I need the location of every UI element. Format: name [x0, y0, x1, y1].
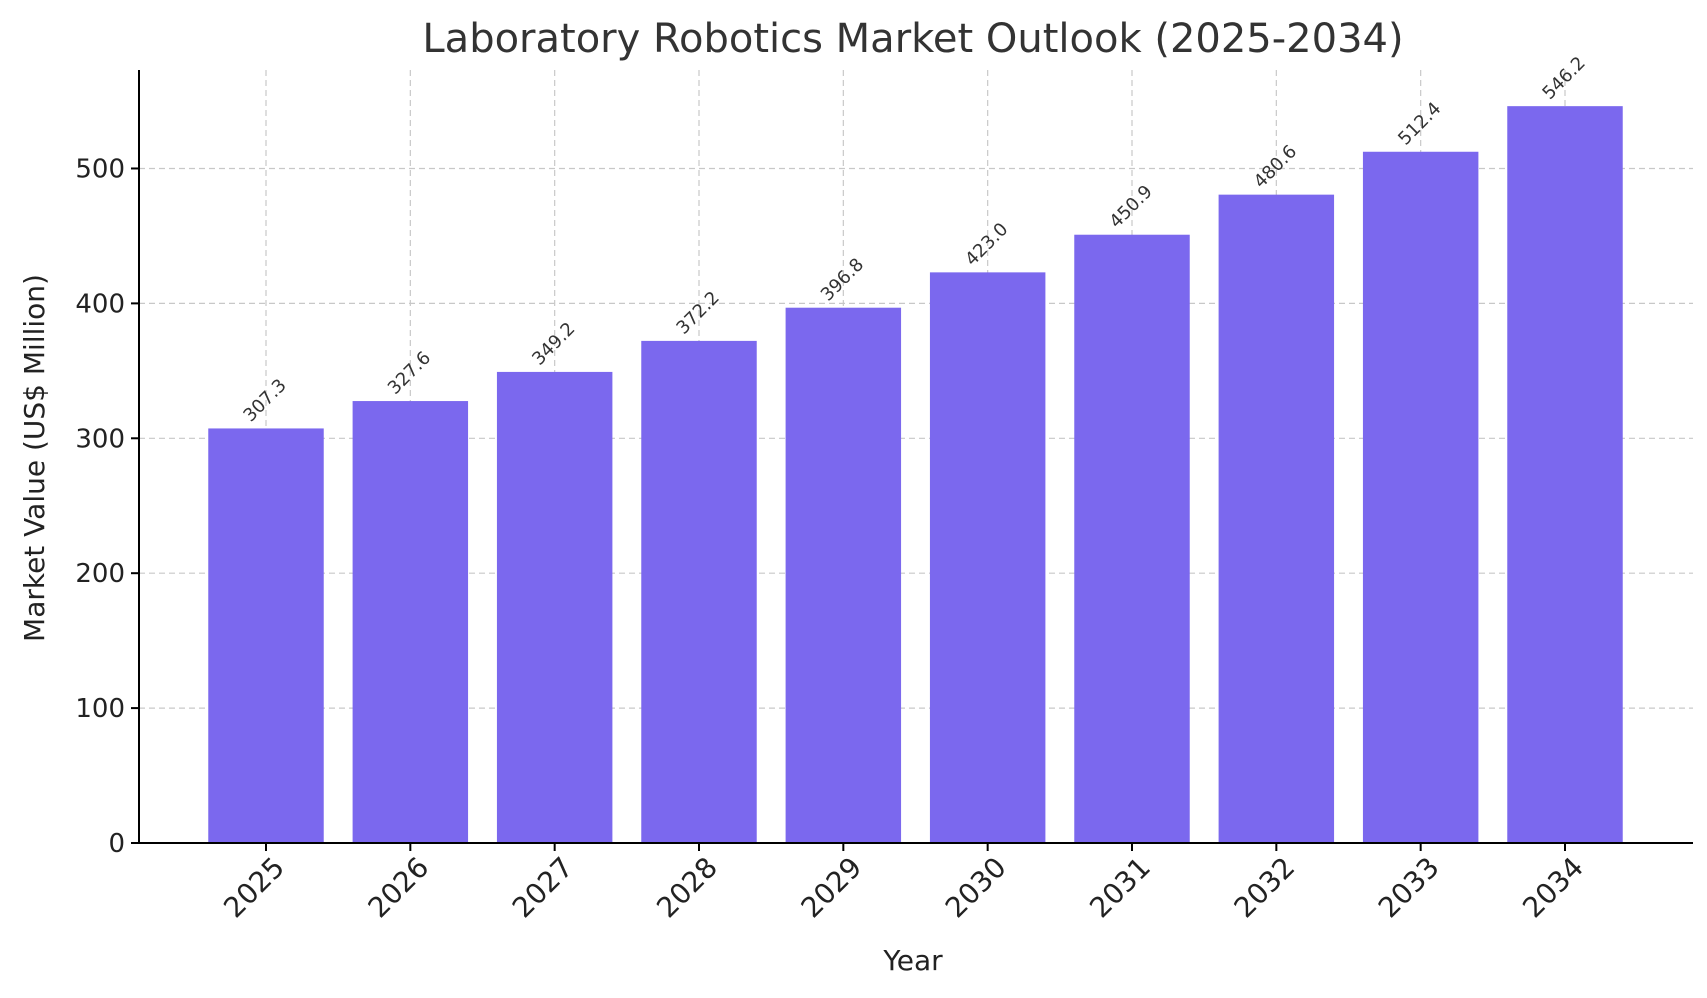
data-label-2031: 450.9 [1105, 181, 1156, 232]
bar-2029 [785, 307, 902, 843]
x-tick-label: 2027 [506, 851, 580, 925]
data-label-2028: 372.2 [672, 287, 723, 338]
y-tick-label: 0 [108, 829, 125, 859]
y-tick-label: 400 [75, 289, 125, 319]
data-label-2033: 512.4 [1394, 98, 1445, 149]
x-tick-label: 2030 [939, 851, 1013, 925]
x-tick-label: 2033 [1372, 851, 1446, 925]
bar-2032 [1218, 194, 1335, 843]
data-label-2027: 349.2 [528, 318, 579, 369]
data-label-2025: 307.3 [239, 375, 290, 426]
y-axis: 0 100 200 300 400 500 [75, 70, 140, 859]
bar-2027 [496, 371, 613, 843]
bar-2030 [929, 272, 1046, 843]
x-tick-label: 2025 [217, 851, 291, 925]
bar-2025 [208, 428, 324, 843]
y-tick-label: 200 [75, 559, 125, 589]
bar-2026 [352, 401, 469, 843]
x-tick-label: 2028 [650, 851, 724, 925]
data-label-2030: 423.0 [961, 219, 1012, 270]
bar-2028 [641, 340, 757, 843]
y-tick-label: 100 [75, 694, 125, 724]
x-axis: 2025 2026 2027 2028 2029 2030 2031 2032 2033 2034 [139, 842, 1693, 925]
bar-2034 [1507, 106, 1623, 843]
data-label-2026: 327.6 [384, 348, 435, 399]
x-tick-label: 2032 [1228, 851, 1302, 925]
x-tick-label: 2026 [362, 851, 436, 925]
data-label-2029: 396.8 [817, 254, 868, 305]
bars-layer [208, 106, 1623, 844]
chart-title: Laboratory Robotics Market Outlook (2025… [422, 16, 1403, 62]
y-tick-label: 500 [75, 154, 125, 184]
x-axis-label: Year [882, 944, 943, 977]
x-tick-label: 2034 [1516, 851, 1590, 925]
x-tick-label: 2031 [1083, 851, 1157, 925]
x-tick-label: 2029 [795, 851, 869, 925]
data-label-2034: 546.2 [1538, 53, 1589, 104]
data-label-2032: 480.6 [1250, 141, 1301, 192]
y-tick-label: 300 [75, 424, 125, 454]
bar-2031 [1074, 234, 1190, 844]
bar-2033 [1362, 151, 1479, 843]
y-axis-label: Market Value (US$ Million) [18, 274, 51, 642]
